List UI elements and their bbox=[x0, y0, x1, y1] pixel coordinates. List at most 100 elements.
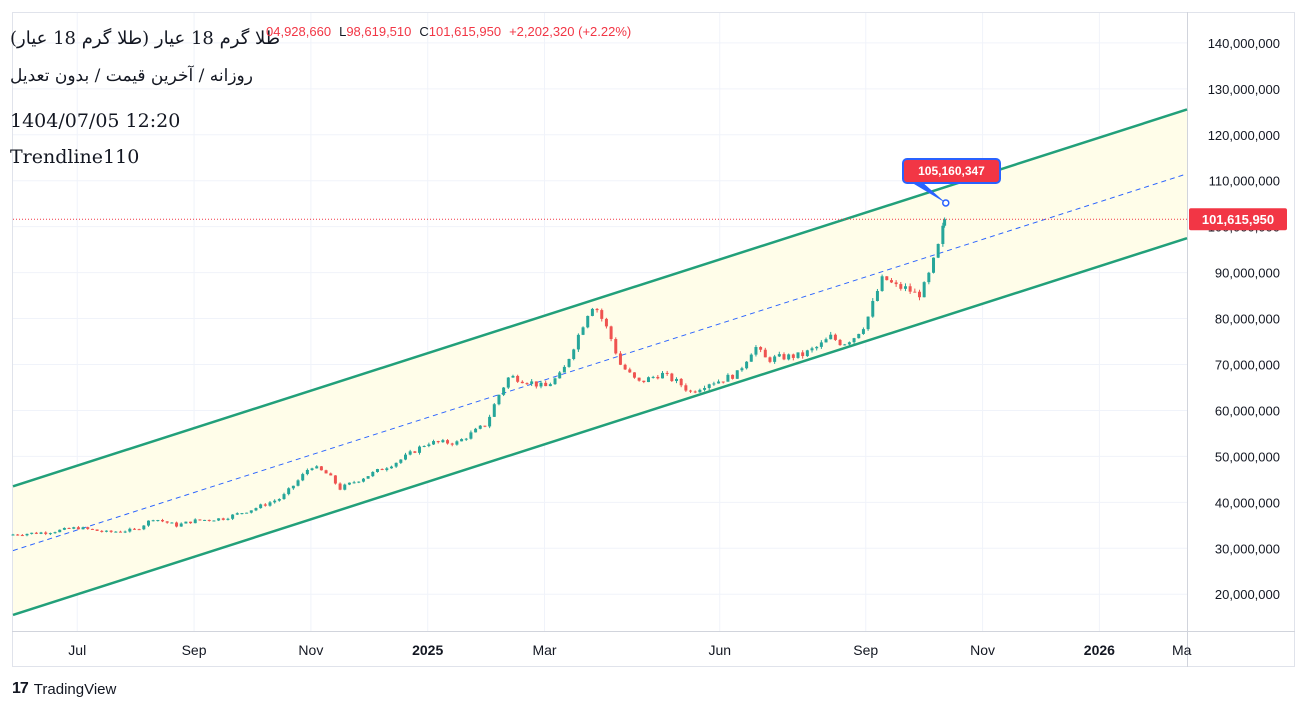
candle-body bbox=[656, 376, 660, 379]
candle-body bbox=[240, 513, 244, 515]
channel-lower-line bbox=[12, 236, 1188, 617]
last-price-badge bbox=[1189, 208, 1287, 231]
x-tick-label: Nov bbox=[970, 642, 995, 658]
candle-body bbox=[539, 382, 543, 387]
candle-body bbox=[310, 468, 314, 470]
candle-body bbox=[179, 523, 183, 527]
candle-body bbox=[525, 383, 529, 385]
candle-body bbox=[731, 374, 735, 379]
tradingview-logo[interactable]: 17 TradingView bbox=[12, 680, 116, 698]
candle-body bbox=[670, 373, 674, 382]
candle-body bbox=[319, 466, 323, 471]
candle-body bbox=[254, 508, 258, 511]
candle-body bbox=[852, 338, 856, 343]
candle-body bbox=[324, 470, 328, 474]
candle-body bbox=[193, 519, 197, 524]
indicator-label[interactable]: Trendline110 bbox=[10, 146, 140, 168]
time-axis[interactable]: Jul Sep Nov 2025 Mar Jun Sep Nov 2026 Ma bbox=[68, 642, 1191, 658]
candle-body bbox=[913, 291, 917, 293]
candle-body bbox=[717, 381, 721, 384]
candle-body bbox=[703, 388, 707, 390]
candle-body bbox=[847, 342, 851, 345]
candle-body bbox=[450, 443, 454, 445]
y-tick-label: 90,000,000 bbox=[1215, 266, 1280, 281]
callout-label: 105,160,347 bbox=[918, 164, 985, 178]
candle-body bbox=[796, 352, 800, 358]
candle-body bbox=[740, 368, 744, 371]
candle-body bbox=[301, 474, 305, 481]
candle-body bbox=[203, 519, 207, 521]
trend-channel[interactable] bbox=[12, 108, 1188, 617]
candle-body bbox=[175, 522, 179, 527]
axis-dividers bbox=[12, 12, 1295, 667]
candle-body bbox=[347, 482, 351, 485]
candle-body bbox=[142, 525, 146, 530]
candle-body bbox=[927, 272, 931, 283]
candle-body bbox=[165, 521, 169, 523]
y-tick-label: 30,000,000 bbox=[1215, 541, 1280, 556]
y-tick-label: 20,000,000 bbox=[1215, 587, 1280, 602]
candle-body bbox=[352, 482, 356, 484]
candle-body bbox=[109, 530, 113, 532]
candle-body bbox=[675, 378, 679, 382]
candle-body bbox=[777, 354, 781, 357]
candle-body bbox=[642, 380, 646, 383]
candle-body bbox=[217, 518, 221, 521]
candle-body bbox=[305, 469, 309, 475]
x-tick-label: Jun bbox=[708, 642, 731, 658]
candle-body bbox=[114, 531, 118, 533]
callout-anchor-dot bbox=[942, 199, 950, 207]
candle-body bbox=[665, 372, 669, 374]
candle-body bbox=[235, 513, 239, 515]
candle-body bbox=[516, 375, 520, 382]
candle-body bbox=[474, 428, 478, 433]
candle-body bbox=[618, 353, 622, 365]
candle-body bbox=[791, 354, 795, 358]
candle-body bbox=[590, 308, 594, 316]
candle-body bbox=[380, 469, 384, 471]
x-tick-label: Nov bbox=[298, 642, 323, 658]
candle-body bbox=[226, 518, 230, 520]
candle-body bbox=[151, 520, 155, 522]
candle-body bbox=[455, 441, 459, 445]
candle-body bbox=[67, 527, 71, 529]
symbol-title: طلا گرم 18 عیار (طلا گرم 18 عیار) bbox=[10, 28, 281, 49]
candle-body bbox=[534, 381, 538, 387]
candle-body bbox=[357, 481, 361, 483]
candle-body bbox=[161, 520, 165, 522]
candle-body bbox=[259, 504, 263, 509]
low-label: L bbox=[339, 24, 347, 39]
candle-body bbox=[497, 394, 501, 405]
callout-box bbox=[902, 158, 1001, 184]
candle-body bbox=[857, 333, 861, 339]
tradingview-logo-text: TradingView bbox=[33, 680, 117, 698]
candle-body bbox=[389, 466, 393, 469]
candle-body bbox=[30, 532, 34, 534]
x-tick-label: 2026 bbox=[1084, 642, 1115, 658]
candle-body bbox=[712, 383, 716, 385]
price-axis[interactable]: 20,000,000 30,000,000 40,000,000 50,000,000… bbox=[1189, 36, 1287, 602]
candle-body bbox=[721, 381, 725, 383]
candle-body bbox=[637, 377, 641, 381]
candle-body bbox=[833, 334, 837, 340]
candle-body bbox=[885, 276, 889, 281]
candle-body bbox=[801, 352, 805, 357]
candle-body bbox=[903, 286, 907, 289]
callout-pointer bbox=[909, 181, 946, 203]
chart-frame bbox=[12, 12, 1295, 667]
candle-body bbox=[586, 315, 590, 328]
candle-body bbox=[763, 349, 767, 358]
candle-body bbox=[604, 318, 608, 327]
candle-body bbox=[614, 339, 618, 354]
candle-body bbox=[432, 441, 436, 445]
candle-body bbox=[86, 527, 90, 529]
candle-body bbox=[871, 300, 875, 317]
y-tick-label: 130,000,000 bbox=[1208, 82, 1280, 97]
candle-body bbox=[282, 494, 286, 500]
candle-body bbox=[207, 519, 211, 521]
candle-body bbox=[76, 527, 80, 530]
candle-body bbox=[212, 520, 216, 522]
candle-body bbox=[609, 326, 613, 340]
candle-body bbox=[838, 339, 842, 346]
